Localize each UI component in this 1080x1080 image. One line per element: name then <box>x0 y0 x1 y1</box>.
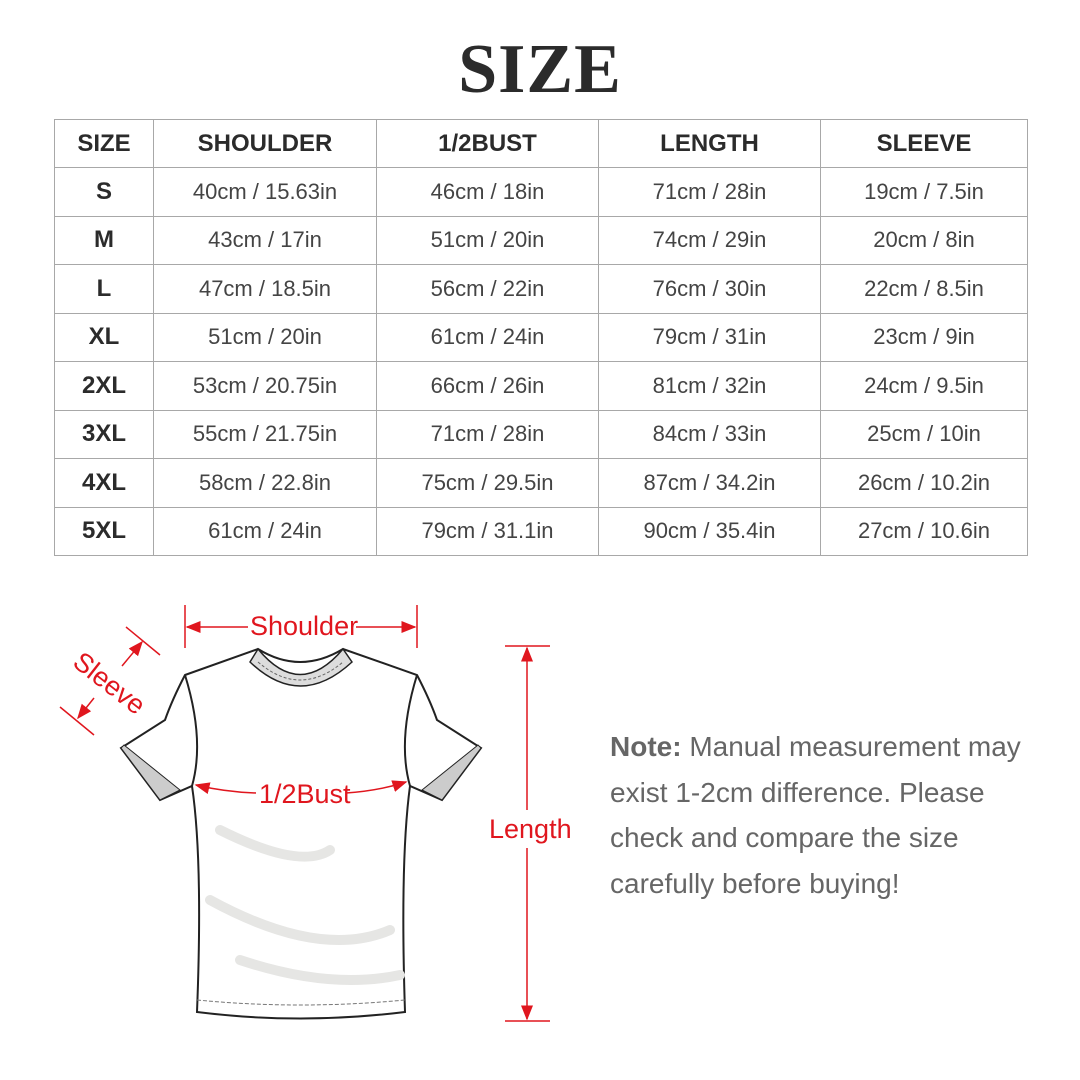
table-row: M 43cm / 17in 51cm / 20in 74cm / 29in 20cm /… <box>54 215 1028 265</box>
measurement-cell: 47cm / 18.5in <box>153 264 377 314</box>
measurement-cell: 75cm / 29.5in <box>376 458 599 508</box>
size-cell: L <box>54 264 154 314</box>
table-row: 5XL 61cm / 24in 79cm / 31.1in 90cm / 35.4in… <box>54 506 1028 556</box>
note-label: Note: <box>610 731 682 762</box>
measurement-cell: 74cm / 29in <box>598 215 821 265</box>
measurement-cell: 61cm / 24in <box>376 312 599 362</box>
measurement-cell: 84cm / 33in <box>598 409 821 459</box>
measurement-cell: 25cm / 10in <box>820 409 1028 459</box>
measurement-cell: 66cm / 26in <box>376 361 599 411</box>
measurement-cell: 79cm / 31in <box>598 312 821 362</box>
measurement-cell: 19cm / 7.5in <box>820 167 1028 217</box>
measurement-cell: 71cm / 28in <box>376 409 599 459</box>
measurement-cell: 46cm / 18in <box>376 167 599 217</box>
measurement-cell: 81cm / 32in <box>598 361 821 411</box>
measurement-cell: 76cm / 30in <box>598 264 821 314</box>
shoulder-label: Shoulder <box>250 611 359 641</box>
measurement-cell: 51cm / 20in <box>153 312 377 362</box>
table-row: S 40cm / 15.63in 46cm / 18in 71cm / 28in 19c… <box>54 167 1028 217</box>
measurement-cell: 43cm / 17in <box>153 215 377 265</box>
measurement-cell: 56cm / 22in <box>376 264 599 314</box>
measurement-cell: 23cm / 9in <box>820 312 1028 362</box>
size-cell: M <box>54 215 154 265</box>
measurement-cell: 51cm / 20in <box>376 215 599 265</box>
measurement-cell: 53cm / 20.75in <box>153 361 377 411</box>
measurement-cell: 22cm / 8.5in <box>820 264 1028 314</box>
tshirt-diagram <box>59 605 550 1022</box>
measurement-cell: 24cm / 9.5in <box>820 361 1028 411</box>
measurement-cell: 55cm / 21.75in <box>153 409 377 459</box>
table-row: L 47cm / 18.5in 56cm / 22in 76cm / 30in 22cm… <box>54 264 1028 314</box>
table-row: 3XL 55cm / 21.75in 71cm / 28in 84cm / 33in 2… <box>54 409 1028 459</box>
note-body: Manual measurement may exist 1-2cm diffe… <box>610 731 1021 899</box>
measure-lines <box>59 605 550 1022</box>
size-cell: 4XL <box>54 458 154 508</box>
measurement-cell: 27cm / 10.6in <box>820 506 1028 556</box>
table-row: XL 51cm / 20in 61cm / 24in 79cm / 31in 23cm … <box>54 312 1028 362</box>
bust-label: 1/2Bust <box>259 779 351 809</box>
measurement-cell: 40cm / 15.63in <box>153 167 377 217</box>
size-table: SIZE SHOULDER 1/2BUST LENGTH SLEEVE S 40c… <box>54 119 1028 556</box>
header-shoulder: SHOULDER <box>153 119 377 168</box>
note-text: Note: Manual measurement may exist 1-2cm… <box>610 724 1050 906</box>
tshirt-outline <box>119 647 483 1020</box>
header-sleeve: SLEEVE <box>820 119 1028 168</box>
table-row: 2XL 53cm / 20.75in 66cm / 26in 81cm / 32in 2… <box>54 361 1028 411</box>
size-cell: S <box>54 167 154 217</box>
length-label: Length <box>489 814 572 844</box>
measurement-cell: 90cm / 35.4in <box>598 506 821 556</box>
table-row: 4XL 58cm / 22.8in 75cm / 29.5in 87cm / 34.2… <box>54 458 1028 508</box>
measurement-cell: 58cm / 22.8in <box>153 458 377 508</box>
measurement-cell: 26cm / 10.2in <box>820 458 1028 508</box>
table-header-row: SIZE SHOULDER 1/2BUST LENGTH SLEEVE <box>54 119 1028 168</box>
size-cell: 2XL <box>54 361 154 411</box>
size-cell: XL <box>54 312 154 362</box>
measurement-cell: 87cm / 34.2in <box>598 458 821 508</box>
page-title: SIZE <box>458 31 622 108</box>
header-bust: 1/2BUST <box>376 119 599 168</box>
header-length: LENGTH <box>598 119 821 168</box>
measurement-cell: 61cm / 24in <box>153 506 377 556</box>
measurement-cell: 20cm / 8in <box>820 215 1028 265</box>
size-cell: 3XL <box>54 409 154 459</box>
size-cell: 5XL <box>54 506 154 556</box>
measurement-cell: 79cm / 31.1in <box>376 506 599 556</box>
measurement-cell: 71cm / 28in <box>598 167 821 217</box>
header-size: SIZE <box>54 119 154 168</box>
